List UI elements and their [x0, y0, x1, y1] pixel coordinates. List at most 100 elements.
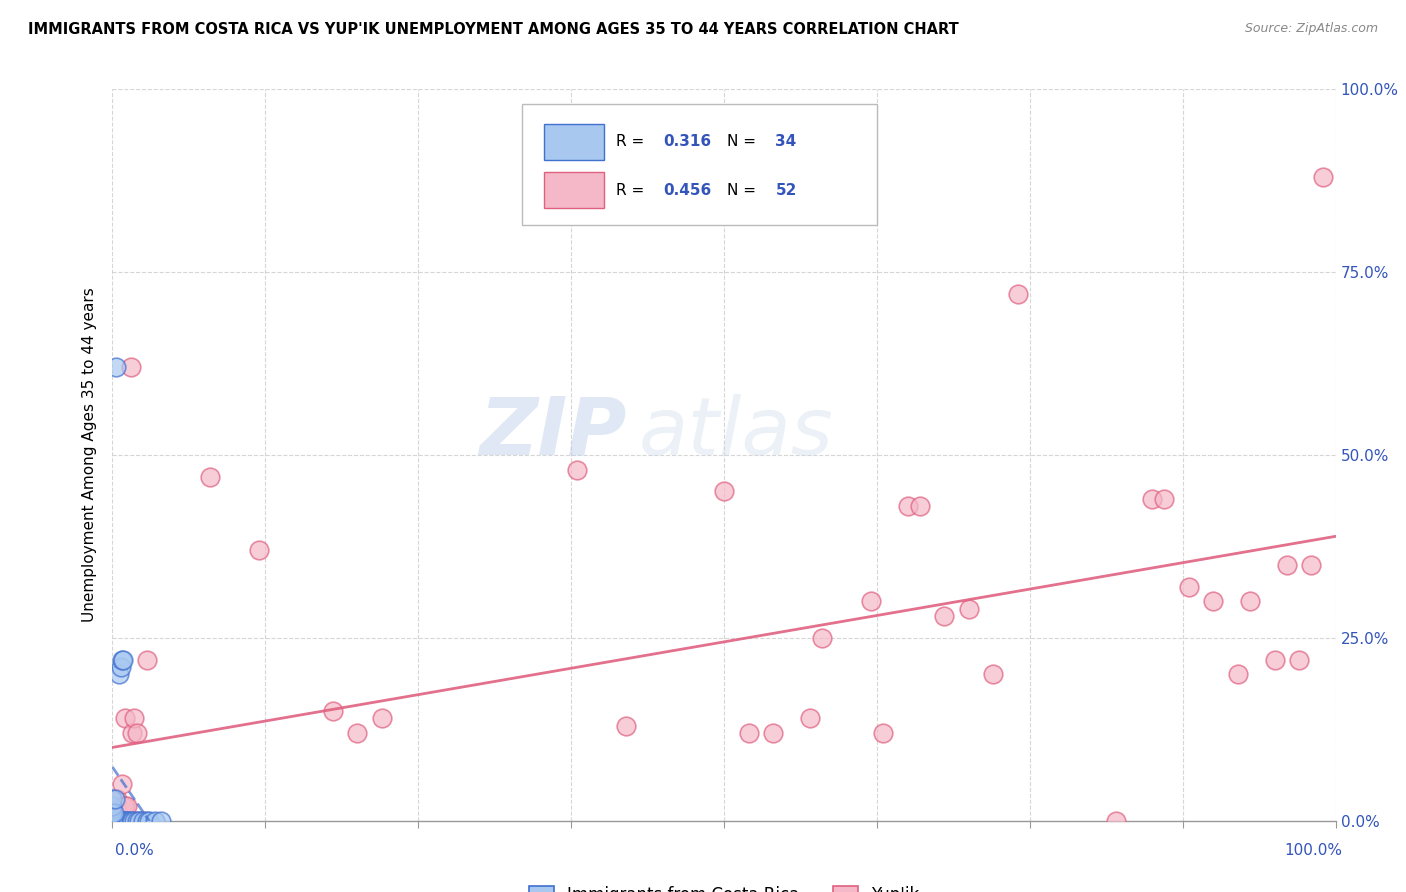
Point — [247, 543, 270, 558]
Point — [908, 499, 931, 513]
Text: IMMIGRANTS FROM COSTA RICA VS YUP'IK UNEMPLOYMENT AMONG AGES 35 TO 44 YEARS CORR: IMMIGRANTS FROM COSTA RICA VS YUP'IK UNE… — [28, 22, 959, 37]
Point — [115, 799, 138, 814]
Point — [103, 806, 125, 821]
Text: ZIP: ZIP — [479, 394, 626, 472]
Point — [1007, 287, 1029, 301]
Point — [101, 814, 124, 828]
Point — [125, 814, 148, 828]
Point — [1312, 169, 1334, 184]
Point — [370, 711, 392, 725]
FancyBboxPatch shape — [544, 172, 605, 208]
Point — [138, 814, 160, 828]
Point — [120, 360, 142, 375]
Point — [117, 814, 139, 828]
Text: 0.0%: 0.0% — [115, 843, 155, 858]
Point — [614, 718, 637, 732]
Point — [103, 814, 125, 828]
Point — [737, 726, 759, 740]
Point — [150, 814, 173, 828]
Point — [200, 470, 222, 484]
Point — [1275, 558, 1298, 572]
Point — [105, 791, 128, 805]
Point — [132, 814, 155, 828]
Point — [713, 484, 735, 499]
Point — [1264, 653, 1286, 667]
Point — [128, 814, 150, 828]
Point — [105, 360, 128, 375]
Text: Source: ZipAtlas.com: Source: ZipAtlas.com — [1244, 22, 1378, 36]
Point — [135, 653, 157, 667]
Point — [128, 814, 150, 828]
Point — [859, 594, 882, 608]
Point — [934, 608, 956, 623]
Point — [1301, 558, 1323, 572]
Text: 100.0%: 100.0% — [1285, 843, 1343, 858]
Point — [110, 814, 132, 828]
Point — [132, 814, 155, 828]
Point — [1239, 594, 1261, 608]
Point — [110, 814, 132, 828]
Text: N =: N = — [727, 135, 761, 149]
Point — [1178, 580, 1201, 594]
Point — [105, 814, 128, 828]
Text: 52: 52 — [776, 183, 797, 198]
Point — [762, 726, 785, 740]
Point — [567, 462, 589, 476]
Point — [981, 667, 1004, 681]
Point — [101, 791, 124, 805]
Point — [322, 704, 344, 718]
Point — [143, 814, 166, 828]
Point — [104, 814, 127, 828]
Text: R =: R = — [616, 135, 650, 149]
Point — [107, 667, 129, 681]
Point — [111, 814, 134, 828]
Text: R =: R = — [616, 183, 650, 198]
Point — [1226, 667, 1249, 681]
Point — [121, 726, 143, 740]
Point — [1153, 491, 1175, 506]
Point — [103, 814, 125, 828]
Point — [111, 777, 134, 791]
Point — [114, 799, 136, 814]
Point — [110, 660, 132, 674]
Point — [105, 814, 128, 828]
Point — [1142, 491, 1164, 506]
Point — [120, 814, 142, 828]
Point — [112, 653, 135, 667]
Point — [114, 711, 136, 725]
Point — [115, 814, 138, 828]
Point — [125, 726, 148, 740]
Point — [104, 814, 127, 828]
Text: atlas: atlas — [638, 394, 834, 472]
Point — [108, 814, 131, 828]
Point — [111, 653, 134, 667]
Point — [104, 791, 127, 805]
Text: 0.456: 0.456 — [664, 183, 711, 198]
Point — [346, 726, 368, 740]
Point — [799, 711, 821, 725]
Point — [124, 814, 146, 828]
Point — [107, 814, 129, 828]
Legend: Immigrants from Costa Rica, Yup'ik: Immigrants from Costa Rica, Yup'ik — [522, 880, 927, 892]
Point — [105, 799, 128, 814]
Point — [101, 806, 124, 821]
Point — [811, 631, 834, 645]
Point — [957, 601, 980, 615]
Point — [1104, 814, 1126, 828]
Text: N =: N = — [727, 183, 761, 198]
Point — [1202, 594, 1225, 608]
Point — [112, 799, 135, 814]
FancyBboxPatch shape — [522, 103, 877, 225]
Point — [115, 814, 138, 828]
Point — [108, 814, 131, 828]
Point — [135, 814, 157, 828]
Point — [112, 814, 135, 828]
Text: 0.316: 0.316 — [664, 135, 711, 149]
Point — [101, 814, 124, 828]
Point — [114, 814, 136, 828]
Point — [121, 814, 143, 828]
Point — [1288, 653, 1310, 667]
Point — [872, 726, 894, 740]
Y-axis label: Unemployment Among Ages 35 to 44 years: Unemployment Among Ages 35 to 44 years — [82, 287, 97, 623]
Text: 34: 34 — [776, 135, 797, 149]
